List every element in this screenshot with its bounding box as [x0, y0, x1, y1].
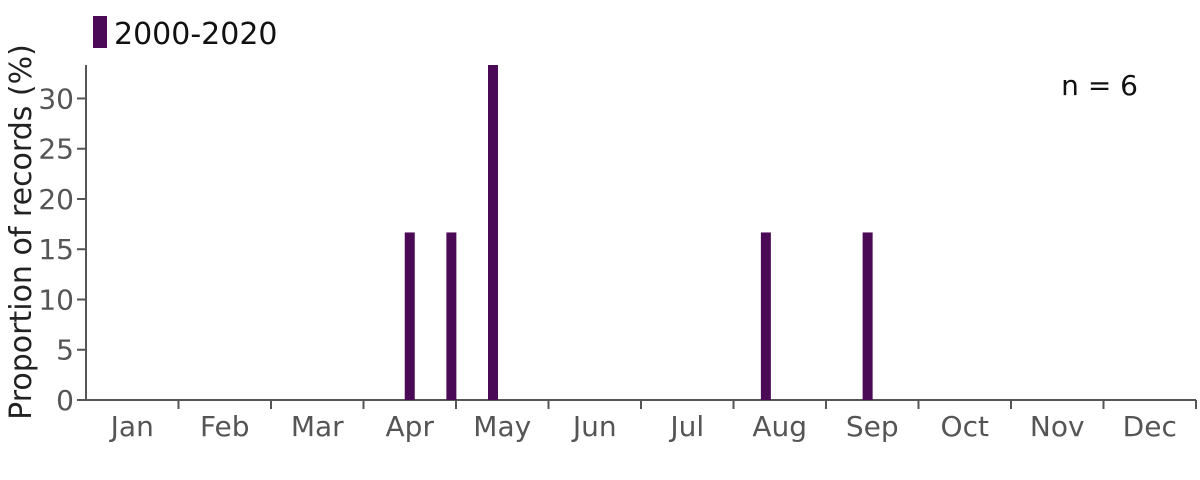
x-tick-label: Mar — [291, 410, 344, 443]
bar — [760, 232, 771, 400]
x-tick-label: Feb — [200, 410, 250, 443]
x-tick-label: Aug — [752, 410, 807, 443]
y-tick-label: 5 — [56, 334, 74, 367]
x-tick-label: Jul — [668, 410, 704, 443]
y-tick-label: 0 — [56, 384, 74, 417]
sample-size-annotation: n = 6 — [1061, 69, 1138, 102]
legend-label: 2000-2020 — [114, 17, 278, 52]
x-tick-label: May — [473, 410, 531, 443]
y-tick-label: 15 — [38, 233, 74, 266]
y-ticks: 0 5 10 15 20 25 30 — [38, 82, 86, 417]
x-tick-label: Jan — [109, 410, 154, 443]
y-axis-title: Proportion of records (%) — [4, 44, 39, 420]
y-tick-label: 20 — [38, 183, 74, 216]
legend-swatch — [93, 16, 107, 48]
x-tick-label: Sep — [846, 410, 899, 443]
bars — [404, 65, 873, 400]
x-tick-label: Oct — [941, 410, 989, 443]
x-tick-label: Nov — [1030, 410, 1085, 443]
x-tick-label: Dec — [1123, 410, 1177, 443]
x-tick-label: Apr — [386, 410, 435, 443]
y-tick-label: 10 — [38, 283, 74, 316]
y-tick-label: 25 — [38, 133, 74, 166]
x-ticks: Jan Feb Mar Apr May Jun Jul Aug Sep Oct Nov Dec — [109, 400, 1197, 443]
bar — [862, 232, 873, 400]
bar — [488, 65, 498, 400]
bar — [446, 232, 457, 400]
bar — [404, 232, 415, 400]
y-tick-label: 30 — [38, 82, 74, 115]
x-tick-label: Jun — [571, 410, 617, 443]
